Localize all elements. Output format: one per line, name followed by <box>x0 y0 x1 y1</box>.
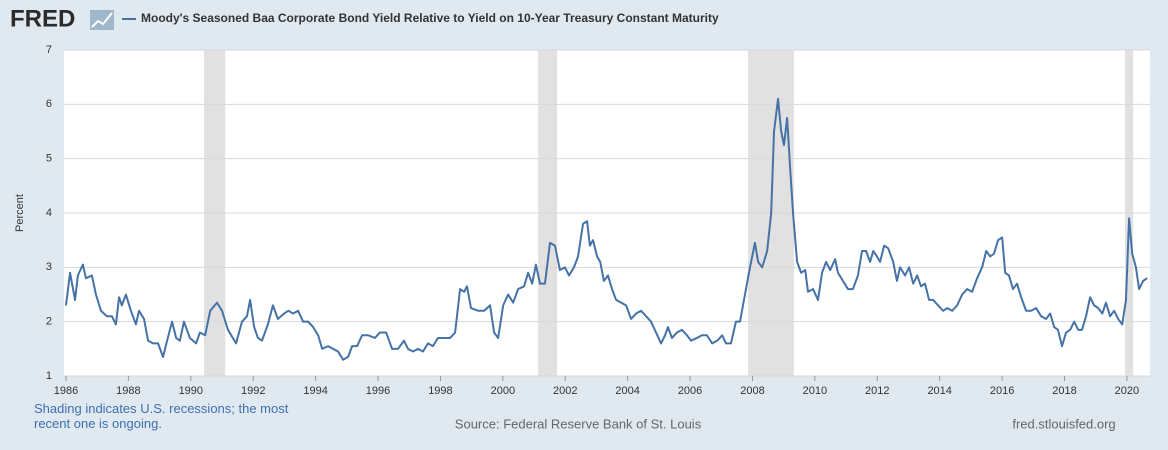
x-tick-label: 2004 <box>615 385 639 397</box>
y-tick-label: 2 <box>46 316 52 328</box>
y-tick-label: 5 <box>46 153 52 165</box>
x-tick-label: 2016 <box>990 385 1014 397</box>
x-tick-label: 1998 <box>428 385 452 397</box>
x-tick-label: 2000 <box>491 385 515 397</box>
x-tick-label: 2002 <box>553 385 577 397</box>
site: fred.stlouisfed.org <box>1012 416 1115 431</box>
y-axis-label: Percent <box>14 194 26 232</box>
logo: FRED <box>10 5 75 32</box>
source: Source: Federal Reserve Bank of St. Loui… <box>455 416 702 431</box>
y-tick-label: 3 <box>46 261 52 273</box>
x-tick-label: 2008 <box>740 385 764 397</box>
y-tick-label: 6 <box>46 98 52 110</box>
x-tick-label: 2018 <box>1052 385 1076 397</box>
x-tick-label: 2010 <box>803 385 827 397</box>
x-tick-label: 2012 <box>865 385 889 397</box>
x-tick-label: 1990 <box>179 385 203 397</box>
x-tick-label: 2006 <box>678 385 702 397</box>
legend-label: Moody's Seasoned Baa Corporate Bond Yiel… <box>141 11 719 25</box>
series-line <box>65 97 1148 361</box>
logo-icon <box>90 10 114 30</box>
x-tick-label: 1996 <box>366 385 390 397</box>
x-tick-label: 2020 <box>1115 385 1139 397</box>
x-tick-label: 1992 <box>241 385 265 397</box>
y-tick-label: 1 <box>46 370 52 382</box>
x-tick-label: 2014 <box>927 385 951 397</box>
x-tick-label: 1988 <box>116 385 140 397</box>
x-tick-label: 1994 <box>303 385 327 397</box>
x-tick-label: 1986 <box>54 385 78 397</box>
y-tick-label: 4 <box>46 207 52 219</box>
recession-note: Shading indicates U.S. recessions; the m… <box>34 401 289 431</box>
y-tick-label: 7 <box>46 44 52 56</box>
